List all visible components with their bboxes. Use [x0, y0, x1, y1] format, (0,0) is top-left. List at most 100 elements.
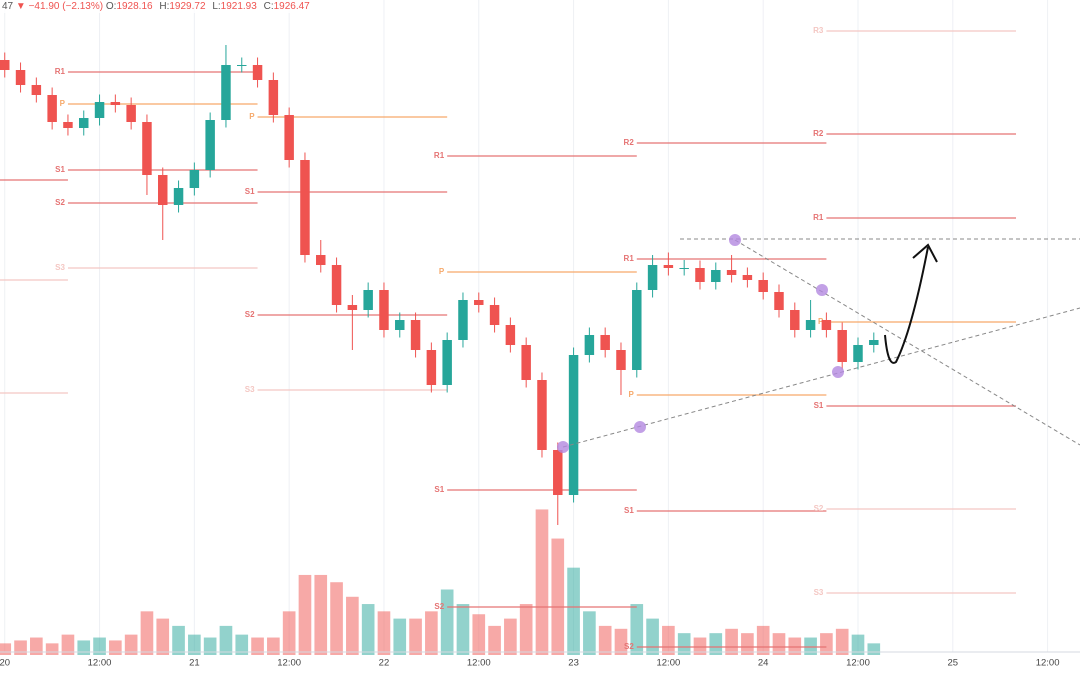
- candle-body: [347, 305, 358, 310]
- candle-body: [805, 320, 816, 330]
- candle-body: [142, 122, 152, 175]
- x-axis-labels: 20 12:00 21 12:00 22 12:00 23 12:00 24 12:00 25 12:…: [0, 658, 1059, 669]
- candle-body: [158, 175, 168, 205]
- arrow-head: [912, 243, 938, 263]
- volume-bar: [567, 567, 580, 655]
- candle-body: [316, 255, 326, 265]
- pivot-label: S2: [434, 602, 444, 611]
- volume-bar: [472, 614, 486, 655]
- trend-line: [562, 307, 1080, 448]
- x-tick-label: 21: [189, 658, 200, 669]
- x-tick-label: 12:00: [1036, 658, 1060, 669]
- volume-bar: [662, 625, 675, 655]
- volume-bar: [741, 633, 754, 655]
- pivot-label: P: [818, 317, 824, 326]
- x-tick-label: 23: [568, 658, 579, 669]
- volume-bar: [45, 643, 59, 655]
- candle-body: [695, 268, 705, 282]
- header: 47 ▼ −41.90 (−2.13%) O:1928.16 H:1929.72…: [0, 0, 316, 13]
- candle-body: [331, 265, 342, 305]
- candle-body: [252, 65, 263, 80]
- x-tick-label: 25: [948, 658, 959, 669]
- volume-bar: [251, 637, 264, 655]
- pivot-label: P: [60, 99, 66, 108]
- volume-bar: [804, 637, 817, 655]
- header-item: C:: [263, 1, 274, 12]
- volume-bar: [488, 625, 501, 655]
- header-item: H:: [159, 1, 170, 12]
- candle-body: [237, 65, 247, 66]
- pivot-label: S1: [55, 165, 65, 174]
- volume-bar: [124, 634, 138, 655]
- volume-bar: [109, 640, 122, 655]
- candle-body: [205, 120, 215, 170]
- pivot-label: S2: [245, 310, 255, 319]
- pivot-label: S3: [245, 385, 255, 394]
- pivot-label: S1: [624, 506, 634, 515]
- grid: [4, 0, 1049, 652]
- volume-bar: [772, 633, 786, 655]
- volume-bar: [203, 637, 217, 655]
- x-tick-label: 20: [0, 658, 10, 669]
- candle-body: [110, 102, 121, 105]
- x-tick-label: 12:00: [467, 658, 491, 669]
- volume-bar: [820, 633, 833, 655]
- volume-bar: [551, 538, 565, 655]
- candle-body: [537, 380, 547, 450]
- candles: [0, 45, 879, 525]
- volume-bar: [30, 637, 43, 655]
- pivot-label: P: [249, 112, 255, 121]
- volume-bar: [709, 633, 723, 655]
- volume-bar: [361, 604, 375, 655]
- pivot-label: R2: [813, 129, 824, 138]
- candle-body: [505, 325, 516, 345]
- candle-body: [869, 340, 879, 345]
- volume-bar: [646, 618, 659, 655]
- candle-body: [410, 320, 421, 350]
- volume-bar: [456, 604, 470, 655]
- header-value: 1921.93: [220, 1, 257, 12]
- candle-body: [284, 115, 294, 160]
- pivot-label: R1: [813, 213, 824, 222]
- candle-body: [126, 105, 136, 122]
- candle-body: [647, 265, 658, 290]
- candle-body: [426, 350, 437, 385]
- x-tick-label: 12:00: [277, 658, 301, 669]
- candle-body: [774, 292, 784, 310]
- trend-line: [734, 239, 1080, 446]
- touch-point: [634, 421, 646, 433]
- volume-bar: [535, 509, 549, 655]
- candle-body: [821, 320, 832, 330]
- candle-body: [553, 450, 563, 495]
- candle-body: [837, 330, 847, 362]
- volume-bar: [298, 574, 312, 655]
- volume-bar: [851, 634, 865, 655]
- candle-body: [568, 355, 579, 495]
- pivot-label: R2: [624, 138, 635, 147]
- header-item: ▼: [15, 1, 26, 12]
- candle-body: [584, 335, 595, 355]
- volume-bar: [377, 611, 391, 655]
- pivot-label: P: [628, 390, 634, 399]
- volume-bar: [425, 611, 438, 655]
- volume-bar: [235, 634, 249, 655]
- pivot-label: R1: [55, 67, 66, 76]
- volume-bar: [346, 596, 359, 655]
- candle-body: [15, 70, 26, 85]
- candle-body: [47, 95, 57, 122]
- header-item: L:: [212, 1, 221, 12]
- pivot-label: S3: [814, 588, 824, 597]
- candle-body: [679, 268, 689, 269]
- touch-point: [832, 366, 844, 378]
- candle-body: [189, 170, 200, 188]
- candle-body: [63, 122, 73, 128]
- volume-bar: [583, 611, 596, 655]
- x-tick-label: 12:00: [656, 658, 680, 669]
- candle-body: [31, 85, 42, 95]
- volume-bar: [156, 618, 170, 655]
- candle-body: [726, 270, 737, 275]
- volume-bar: [725, 628, 738, 655]
- volume-bar: [788, 637, 802, 655]
- volume-bar: [519, 604, 533, 655]
- candle-body: [300, 160, 310, 255]
